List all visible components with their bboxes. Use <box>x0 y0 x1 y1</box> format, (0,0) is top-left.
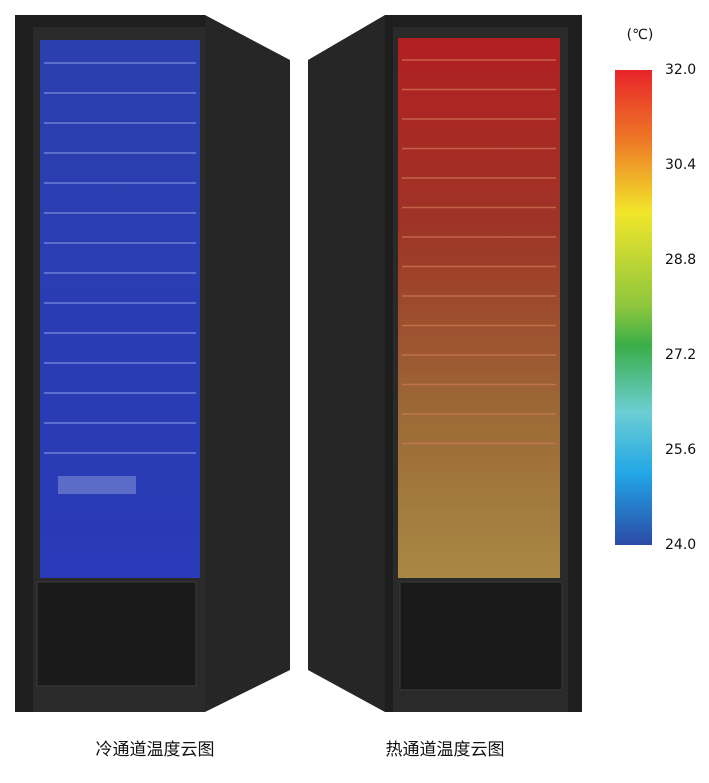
colorbar-tick-label: 27.2 <box>665 347 696 363</box>
colorbar-tick-label: 25.6 <box>665 442 696 458</box>
colorbar-tick-label: 32.0 <box>665 62 696 78</box>
colorbar-tick-label: 30.4 <box>665 157 696 173</box>
colorbar-unit: (℃) <box>627 27 654 43</box>
cold-rack <box>15 15 290 712</box>
colorbar-tick-label: 28.8 <box>665 252 696 268</box>
colorbar-tick-label: 24.0 <box>665 537 696 553</box>
caption: 冷通道温度云图 <box>96 740 215 760</box>
caption: 热通道温度云图 <box>386 740 505 760</box>
colorbar <box>615 70 652 545</box>
hot-rack <box>308 15 582 712</box>
